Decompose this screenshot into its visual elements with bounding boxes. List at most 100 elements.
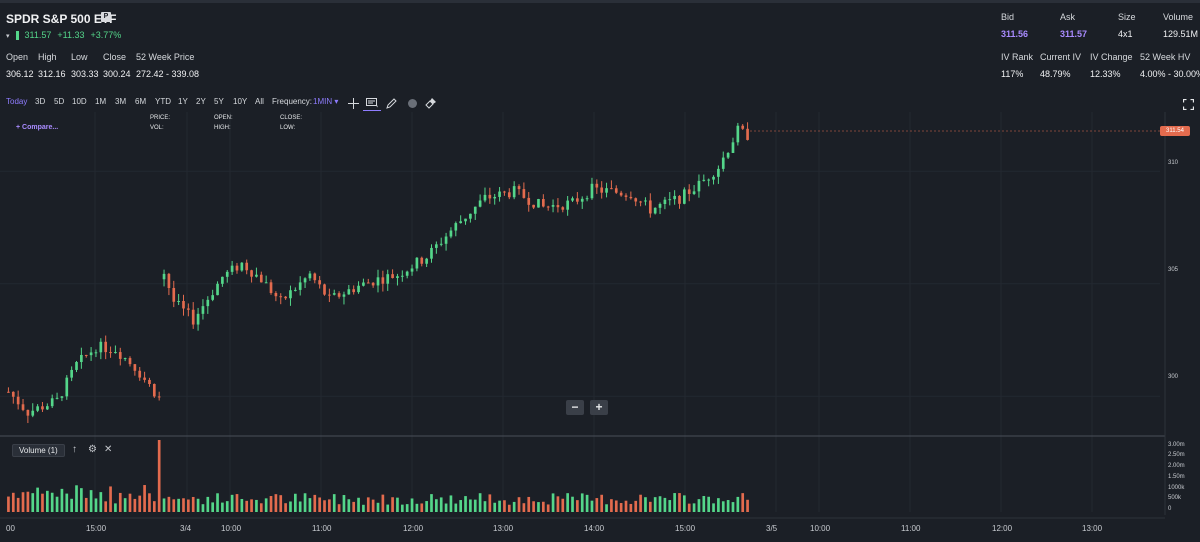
volume-bar: [726, 500, 730, 512]
volume-bar: [512, 501, 516, 512]
time-axis-label: 15:00: [86, 524, 107, 533]
p-badge[interactable]: P: [101, 12, 111, 22]
range-1y[interactable]: 1Y: [178, 97, 188, 106]
frequency-select[interactable]: 1MIN ▾: [313, 97, 338, 106]
range-10d[interactable]: 10D: [72, 97, 87, 106]
caret-down-icon[interactable]: ▾: [6, 33, 10, 40]
range-today[interactable]: Today: [6, 97, 28, 106]
current-price-tag: 311.54: [1160, 126, 1190, 136]
candle-body: [7, 391, 10, 393]
volume-bar: [537, 502, 540, 512]
volume-axis-label: 1000k: [1168, 485, 1185, 491]
volume-bar: [245, 500, 249, 512]
crosshair-icon[interactable]: [346, 96, 360, 110]
volume-bar: [551, 493, 555, 512]
volume-header: Volume: [1163, 12, 1194, 22]
volume-bar: [644, 497, 647, 512]
candle-body: [692, 191, 696, 194]
range-all[interactable]: All: [255, 97, 264, 106]
volume-study-chip[interactable]: Volume (1): [12, 444, 65, 457]
candle-body: [726, 152, 730, 158]
candle-body: [644, 200, 647, 202]
low-value: 303.33: [71, 69, 99, 79]
circle-icon[interactable]: [405, 96, 419, 110]
volume-bar: [60, 488, 64, 512]
candle-body: [89, 352, 93, 356]
close-value: 300.24: [103, 69, 131, 79]
candle-body: [663, 199, 667, 205]
candle-body: [619, 192, 623, 196]
candle-body: [21, 404, 25, 410]
candle-body: [70, 369, 73, 378]
range-1m[interactable]: 1M: [95, 97, 107, 106]
candle-body: [187, 308, 190, 310]
size-value: 4x1: [1118, 29, 1133, 39]
high-header: High: [38, 52, 57, 62]
fullscreen-icon[interactable]: [1182, 97, 1195, 111]
volume-bar: [692, 503, 696, 512]
volume-bar: [605, 504, 608, 512]
volume-bar: [746, 499, 749, 512]
volume-bar: [658, 496, 662, 512]
time-axis-label: 11:00: [312, 524, 332, 533]
range-10y[interactable]: 10Y: [233, 97, 248, 106]
zoom-in-button[interactable]: +: [590, 400, 608, 415]
candle-body: [230, 265, 234, 272]
ask-header: Ask: [1060, 12, 1076, 22]
range-6m[interactable]: 6M: [135, 97, 147, 106]
volume-bar: [191, 496, 195, 512]
clear-drawings-icon[interactable]: [422, 96, 438, 110]
volume-bar: [206, 496, 210, 512]
close-icon[interactable]: ✕: [104, 444, 113, 455]
volume-bar: [687, 503, 691, 512]
candle-body: [16, 396, 20, 405]
volume-bar: [138, 495, 142, 512]
candle-body: [177, 300, 180, 302]
candle-body: [595, 183, 599, 188]
volume-axis-label: 3.00m: [1168, 442, 1185, 448]
gear-icon[interactable]: ⚙: [88, 444, 97, 455]
candle-body: [157, 396, 161, 398]
volume-bar: [381, 494, 385, 512]
range-3m[interactable]: 3M: [115, 97, 127, 106]
range-5d[interactable]: 5D: [54, 97, 65, 106]
range-5y[interactable]: 5Y: [214, 97, 224, 106]
range-3d[interactable]: 3D: [35, 97, 46, 106]
candle-body: [731, 142, 735, 153]
volume-bar: [469, 499, 472, 512]
candle-body: [235, 265, 239, 271]
candle-body: [60, 396, 64, 398]
candle-body: [65, 377, 69, 397]
volume-bar: [332, 494, 336, 512]
range-ytd[interactable]: YTD: [155, 97, 171, 106]
candle-body: [240, 262, 244, 271]
time-axis-label: 3/5: [766, 524, 778, 533]
candle-body: [464, 218, 467, 222]
volume-bar: [225, 501, 229, 512]
volume-bar: [230, 494, 234, 512]
volume-bar: [50, 492, 54, 512]
arrow-up-icon[interactable]: ↑: [72, 444, 77, 455]
compare-button[interactable]: + Compare...: [16, 124, 59, 131]
volume-axis-label: 500k: [1168, 495, 1182, 501]
candle-body: [128, 358, 132, 365]
candle-body: [741, 125, 745, 129]
candle-body: [658, 204, 662, 208]
zoom-out-button[interactable]: −: [566, 400, 584, 415]
volume-bar: [648, 501, 652, 512]
open-value: 306.12: [6, 69, 34, 79]
volume-bar: [84, 497, 88, 512]
candle-body: [454, 223, 458, 231]
pencil-icon[interactable]: [384, 96, 398, 110]
volume-bar: [41, 493, 44, 512]
volume-bar: [123, 498, 127, 512]
comment-icon[interactable]: [363, 96, 381, 111]
candle-body: [707, 179, 711, 181]
volume-value: 129.51M: [1163, 29, 1199, 39]
volume-bar: [595, 498, 599, 512]
volume-bar: [323, 500, 326, 512]
candle-body: [683, 189, 686, 204]
volume-bar: [683, 495, 686, 512]
range-2y[interactable]: 2Y: [196, 97, 206, 106]
